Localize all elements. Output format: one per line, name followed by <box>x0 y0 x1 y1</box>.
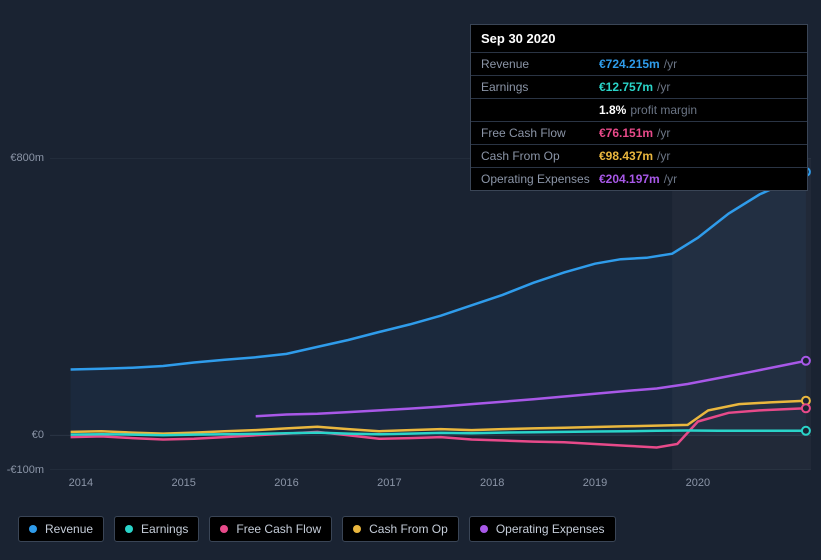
y-tick-label: €0 <box>32 429 44 441</box>
legend-dot-icon <box>29 525 37 533</box>
y-tick-label: €800m <box>10 152 44 164</box>
series-end-dot-earnings <box>802 427 810 435</box>
tooltip-value: 1.8% <box>599 103 626 117</box>
tooltip-row: Free Cash Flow€76.151m/yr <box>471 121 807 144</box>
tooltip-value: €204.197m <box>599 172 660 186</box>
tooltip-value: €98.437m <box>599 149 653 163</box>
tooltip-row: Operating Expenses€204.197m/yr <box>471 167 807 190</box>
legend-label: Cash From Op <box>369 522 448 536</box>
tooltip-row: Earnings€12.757m/yr <box>471 75 807 98</box>
series-end-dot-free_cash_flow <box>802 404 810 412</box>
legend-label: Revenue <box>45 522 93 536</box>
tooltip-rows: Revenue€724.215m/yrEarnings€12.757m/yr1.… <box>471 52 807 190</box>
y-axis: €800m€0-€100m <box>0 158 50 468</box>
tooltip-row: Cash From Op€98.437m/yr <box>471 144 807 167</box>
x-axis: 2014 2015 2016 2017 2018 2019 2020 <box>50 477 811 497</box>
tooltip-label: Cash From Op <box>481 149 599 163</box>
tooltip-value: €724.215m <box>599 57 660 71</box>
data-tooltip: Sep 30 2020 Revenue€724.215m/yrEarnings€… <box>470 24 808 191</box>
y-tick-label: -€100m <box>7 464 44 476</box>
tooltip-label: Operating Expenses <box>481 172 599 186</box>
legend-item-revenue[interactable]: Revenue <box>18 516 104 542</box>
tooltip-value: €12.757m <box>599 80 653 94</box>
series-end-dot-operating_expenses <box>802 357 810 365</box>
tooltip-label <box>481 103 599 117</box>
tooltip-value: €76.151m <box>599 126 653 140</box>
legend-item-free_cash_flow[interactable]: Free Cash Flow <box>209 516 332 542</box>
legend-item-operating_expenses[interactable]: Operating Expenses <box>469 516 616 542</box>
tooltip-label: Revenue <box>481 57 599 71</box>
legend: Revenue Earnings Free Cash Flow Cash From O… <box>18 516 616 542</box>
tooltip-suffix: profit margin <box>630 103 697 117</box>
x-tick-label: 2019 <box>583 477 607 489</box>
legend-dot-icon <box>220 525 228 533</box>
legend-item-earnings[interactable]: Earnings <box>114 516 199 542</box>
tooltip-label: Earnings <box>481 80 599 94</box>
legend-dot-icon <box>125 525 133 533</box>
tooltip-suffix: /yr <box>657 126 670 140</box>
x-tick-label: 2015 <box>171 477 195 489</box>
legend-label: Earnings <box>141 522 188 536</box>
x-tick-label: 2020 <box>686 477 710 489</box>
tooltip-suffix: /yr <box>664 57 677 71</box>
x-tick-label: 2018 <box>480 477 504 489</box>
line-chart[interactable] <box>50 158 811 470</box>
x-tick-label: 2017 <box>377 477 401 489</box>
legend-dot-icon <box>480 525 488 533</box>
tooltip-suffix: /yr <box>657 80 670 94</box>
tooltip-suffix: /yr <box>664 172 677 186</box>
tooltip-label: Free Cash Flow <box>481 126 599 140</box>
legend-dot-icon <box>353 525 361 533</box>
x-tick-label: 2014 <box>69 477 93 489</box>
tooltip-row: 1.8% profit margin <box>471 98 807 121</box>
tooltip-date: Sep 30 2020 <box>471 25 807 52</box>
tooltip-row: Revenue€724.215m/yr <box>471 52 807 75</box>
x-tick-label: 2016 <box>274 477 298 489</box>
legend-label: Free Cash Flow <box>236 522 321 536</box>
legend-label: Operating Expenses <box>496 522 605 536</box>
tooltip-suffix: /yr <box>657 149 670 163</box>
legend-item-cash_from_op[interactable]: Cash From Op <box>342 516 459 542</box>
